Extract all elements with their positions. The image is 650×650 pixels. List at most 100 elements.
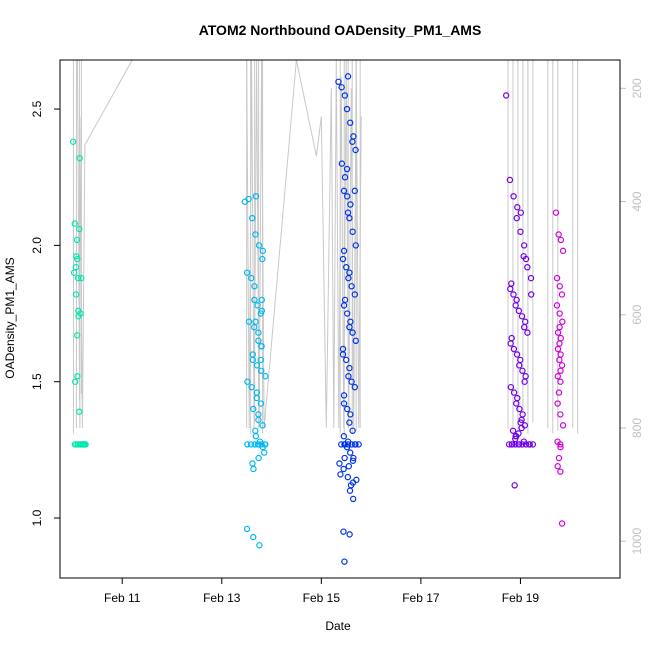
data-point (74, 373, 81, 380)
data-point (557, 236, 565, 244)
data-point (510, 193, 517, 200)
data-point (343, 165, 351, 173)
data-point (77, 441, 84, 448)
data-point (508, 334, 515, 342)
data-point (344, 473, 352, 481)
data-point (245, 318, 253, 325)
data-point (555, 454, 563, 462)
data-point (252, 427, 259, 434)
data-point (74, 274, 82, 282)
data-point (251, 441, 258, 448)
data-point (555, 231, 562, 238)
data-point (255, 337, 262, 345)
y-axis-label: OADensity_PM1_AMS (3, 257, 17, 378)
data-point (351, 383, 358, 391)
data-point (556, 283, 563, 290)
data-point (252, 433, 260, 440)
data-point (556, 323, 563, 331)
data-point (503, 92, 510, 99)
data-point (557, 334, 564, 342)
data-point (341, 454, 348, 462)
data-point (341, 92, 349, 99)
data-point (70, 269, 78, 276)
data-point (73, 236, 81, 244)
data-point (557, 443, 564, 451)
data-point (347, 201, 354, 208)
data-point (521, 323, 528, 331)
data-point (340, 528, 347, 535)
data-point (346, 531, 353, 538)
data-point (557, 411, 564, 418)
data-point (517, 209, 525, 216)
data-point (516, 362, 523, 369)
data-point (78, 274, 85, 282)
data-point (340, 465, 347, 473)
data-point (75, 313, 82, 320)
data-point (512, 433, 519, 440)
data-point (554, 345, 562, 353)
data-point (351, 187, 358, 195)
data-point (74, 255, 81, 263)
data-point (341, 441, 348, 448)
data-point (338, 160, 346, 167)
data-point (72, 291, 80, 298)
data-point (340, 187, 348, 195)
data-point (558, 362, 566, 369)
data-point (527, 274, 535, 282)
data-point (556, 340, 563, 347)
data-point (76, 154, 83, 162)
data-point (71, 220, 79, 227)
right-tick-label: 800 (630, 418, 644, 438)
data-point (341, 558, 348, 565)
data-point (554, 329, 562, 336)
y-tick-label: 1.0 (30, 509, 44, 526)
data-point (349, 495, 357, 503)
data-point (340, 392, 348, 399)
data-point (349, 138, 356, 145)
data-point (344, 310, 351, 317)
data-point (338, 441, 345, 448)
data-point (519, 441, 526, 448)
data-point (347, 449, 354, 456)
data-point (346, 487, 354, 494)
data-point (514, 204, 521, 211)
data-point (347, 411, 354, 418)
data-point (250, 533, 257, 541)
x-axis-label: Date (325, 619, 351, 633)
data-point (511, 482, 518, 489)
data-point (556, 356, 563, 364)
data-point (555, 389, 563, 396)
data-point (258, 441, 265, 448)
x-tick-label: Feb 19 (502, 591, 540, 605)
data-point (341, 174, 349, 181)
x-tick-label: Feb 15 (303, 591, 341, 605)
data-point (512, 441, 519, 448)
data-point (515, 441, 522, 448)
data-point (254, 441, 262, 448)
data-point (345, 274, 352, 282)
data-point (521, 378, 528, 385)
data-point (339, 351, 347, 358)
data-point (522, 255, 530, 263)
data-point (336, 460, 343, 467)
data-point (505, 441, 513, 448)
data-point (529, 441, 537, 448)
data-point (518, 313, 526, 320)
right-tick-label: 600 (630, 304, 644, 324)
data-point (349, 228, 356, 235)
data-point (348, 441, 355, 448)
data-point (72, 264, 80, 271)
data-point (81, 441, 89, 448)
data-point (340, 400, 348, 407)
data-point (248, 274, 255, 282)
data-point (348, 283, 355, 290)
data-point (553, 274, 561, 282)
data-point (510, 291, 517, 298)
data-point (253, 394, 261, 402)
chart-title: ATOM2 Northbound OADensity_PM1_AMS (199, 22, 482, 38)
data-point (559, 318, 566, 325)
data-point (513, 351, 521, 358)
data-point (559, 422, 567, 429)
data-point (346, 364, 353, 372)
